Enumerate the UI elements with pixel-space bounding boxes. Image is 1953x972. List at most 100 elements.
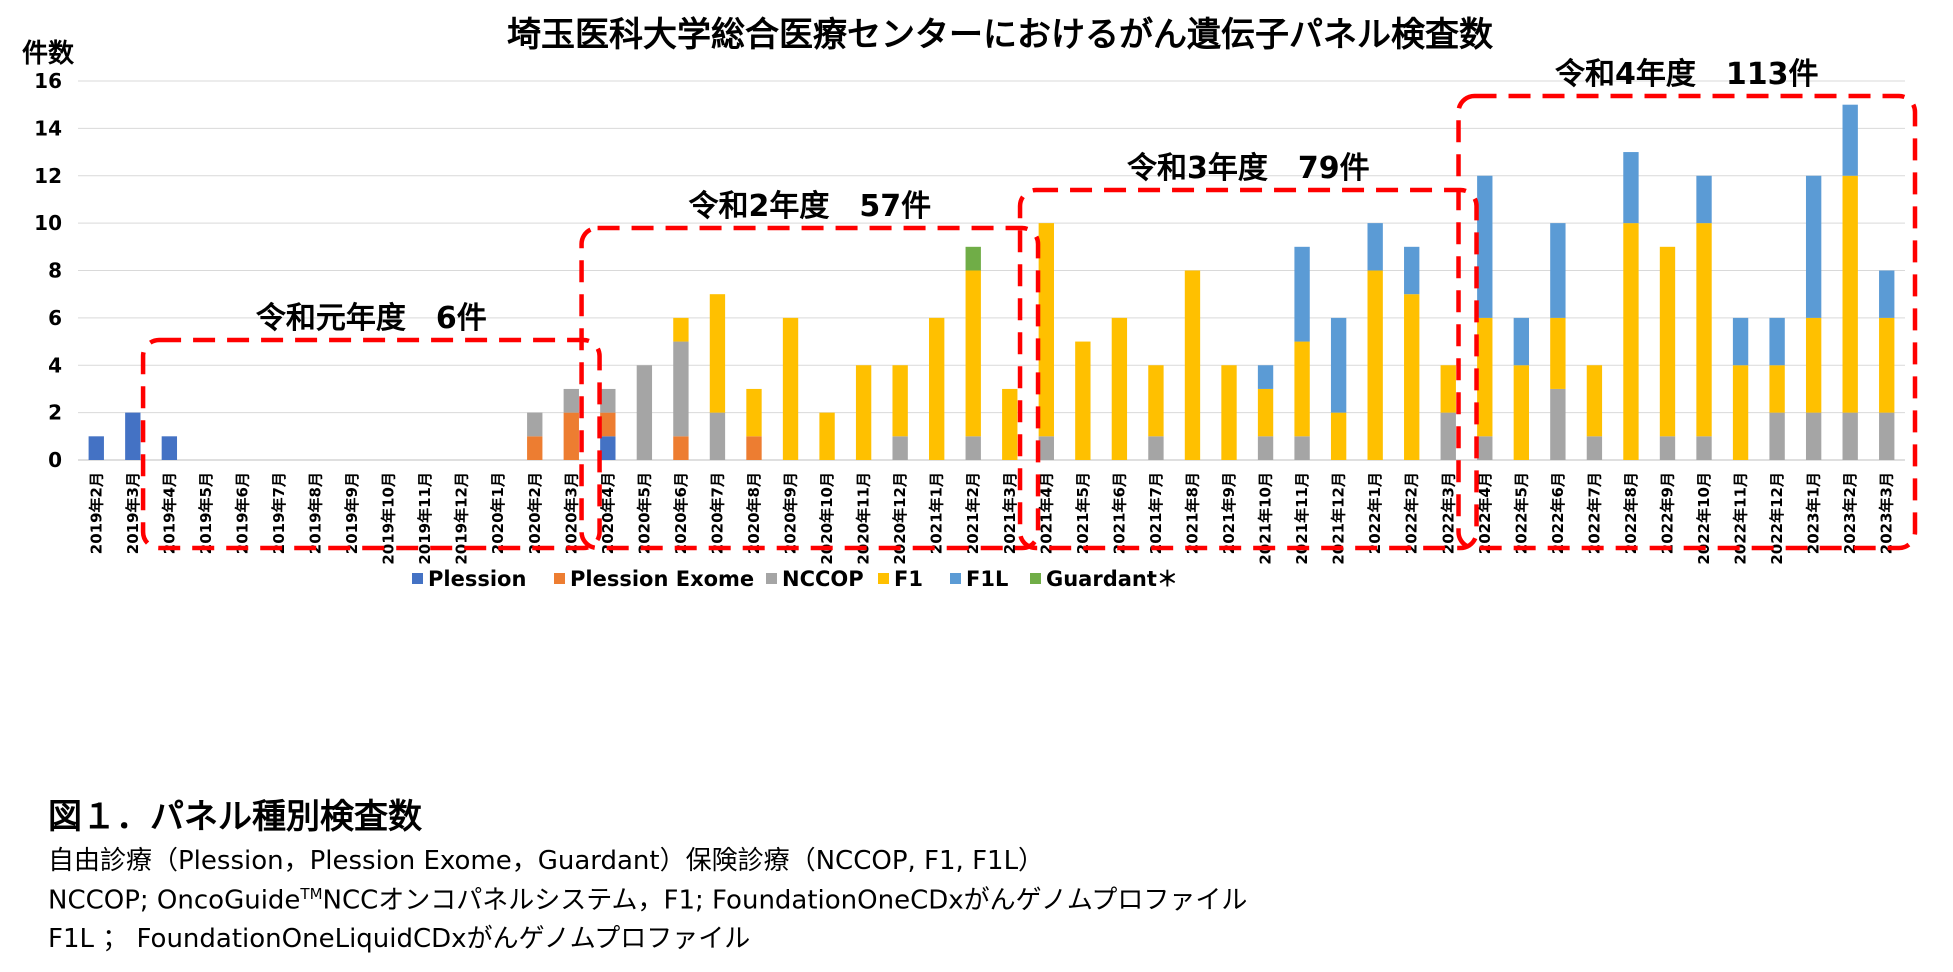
y-tick-label: 12 bbox=[34, 164, 62, 188]
y-tick-label: 4 bbox=[48, 353, 62, 377]
bar-segment-4 bbox=[1696, 223, 1712, 437]
x-tick-label: 2021年6月 bbox=[1110, 472, 1128, 554]
x-tick-label: 2019年4月 bbox=[160, 472, 178, 554]
bar-segment-5 bbox=[1842, 104, 1858, 176]
x-tick-label: 2020年3月 bbox=[562, 472, 580, 554]
bar-segment-4 bbox=[1257, 388, 1274, 437]
bar-segment-4 bbox=[1148, 365, 1164, 437]
bar-segment-3 bbox=[1477, 436, 1493, 460]
x-axis-ticks: 2019年2月 2019年3月 2019年4月 2019年5月 2019年6月 2019年… bbox=[87, 472, 1895, 565]
x-tick-label: 2022年9月 bbox=[1658, 472, 1676, 554]
fiscal-year-label: 令和2年度 57件 bbox=[688, 189, 931, 224]
y-axis-label: 件数 bbox=[22, 39, 75, 69]
x-tick-label: 2021年12月 bbox=[1330, 472, 1348, 565]
bar-segment-4 bbox=[1623, 223, 1639, 460]
bar-segment-4 bbox=[1732, 365, 1749, 460]
y-tick-label: 6 bbox=[48, 306, 62, 330]
bar-segment-4 bbox=[1805, 317, 1822, 413]
bar-segment-4 bbox=[929, 317, 945, 460]
x-tick-label: 2020年9月 bbox=[782, 472, 800, 554]
bar-segment-4 bbox=[1038, 223, 1054, 437]
x-tick-label: 2020年2月 bbox=[526, 472, 544, 554]
y-tick-label: 16 bbox=[34, 69, 62, 93]
fiscal-year-box bbox=[1456, 93, 1918, 551]
bar-segment-2 bbox=[600, 412, 616, 437]
bar-segment-3 bbox=[1440, 412, 1456, 460]
bar-segment-3 bbox=[673, 341, 689, 437]
x-tick-label: 2020年5月 bbox=[635, 472, 653, 554]
x-tick-label: 2021年4月 bbox=[1037, 472, 1055, 554]
legend-swatch bbox=[412, 573, 423, 584]
bar-segment-4 bbox=[782, 317, 799, 460]
bar-segment-4 bbox=[1075, 341, 1091, 460]
bar-segment-4 bbox=[965, 270, 981, 437]
bar-segment-3 bbox=[1696, 436, 1712, 460]
fiscal-year-box bbox=[140, 337, 602, 551]
bar-segment-1 bbox=[88, 436, 104, 460]
x-tick-label: 2023年3月 bbox=[1878, 472, 1896, 554]
bar-segment-3 bbox=[563, 388, 579, 413]
bar-segment-2 bbox=[746, 436, 762, 460]
bar-segment-4 bbox=[1477, 317, 1493, 437]
legend-entry: F1 bbox=[894, 567, 923, 591]
bars bbox=[88, 104, 1895, 460]
bar-segment-4 bbox=[819, 412, 835, 460]
bar-segment-5 bbox=[1623, 152, 1639, 224]
y-tick-label: 8 bbox=[48, 259, 62, 283]
x-tick-label: 2020年4月 bbox=[599, 472, 617, 554]
bar-segment-4 bbox=[1221, 365, 1237, 460]
legend-entry: NCCOP bbox=[782, 567, 864, 591]
x-tick-label: 2019年7月 bbox=[270, 472, 288, 554]
x-tick-label: 2020年1月 bbox=[489, 472, 507, 554]
bar-segment-1 bbox=[600, 436, 616, 460]
x-tick-label: 2021年9月 bbox=[1220, 472, 1238, 554]
caption-line-2-prefix: NCCOP; OncoGuide bbox=[48, 885, 301, 916]
x-tick-label: 2020年12月 bbox=[891, 472, 909, 565]
bar-segment-5 bbox=[1805, 175, 1822, 318]
x-tick-label: 2022年1月 bbox=[1366, 472, 1384, 554]
x-tick-label: 2019年6月 bbox=[233, 472, 251, 554]
x-tick-label: 2021年3月 bbox=[1001, 472, 1019, 554]
x-tick-label: 2019年5月 bbox=[197, 472, 215, 554]
bar-segment-3 bbox=[600, 388, 616, 413]
x-tick-label: 2022年2月 bbox=[1403, 472, 1421, 554]
legend-entry: Guardant＊ bbox=[1046, 567, 1178, 591]
bar-segment-4 bbox=[1294, 341, 1310, 437]
y-tick-label: 0 bbox=[48, 448, 62, 472]
bar-segment-2 bbox=[527, 436, 543, 460]
bar-segment-5 bbox=[1732, 317, 1749, 366]
x-tick-label: 2022年4月 bbox=[1476, 472, 1494, 554]
fiscal-year-box bbox=[579, 225, 1041, 551]
bar-segment-1 bbox=[125, 412, 141, 460]
x-tick-label: 2020年10月 bbox=[818, 472, 836, 565]
x-tick-label: 2021年11月 bbox=[1293, 472, 1311, 565]
bar-segment-4 bbox=[1550, 317, 1566, 389]
bar-segment-3 bbox=[1842, 412, 1858, 460]
x-tick-label: 2019年12月 bbox=[453, 472, 471, 565]
bar-segment-3 bbox=[1038, 436, 1054, 460]
x-tick-label: 2022年11月 bbox=[1732, 472, 1750, 565]
x-tick-label: 2019年10月 bbox=[380, 472, 398, 565]
bar-segment-3 bbox=[1769, 412, 1785, 460]
x-tick-label: 2019年8月 bbox=[307, 472, 325, 554]
bar-segment-4 bbox=[1769, 365, 1785, 413]
bar-segment-3 bbox=[1879, 412, 1895, 460]
bar-segment-4 bbox=[1330, 412, 1347, 460]
x-tick-label: 2020年8月 bbox=[745, 472, 763, 554]
bar-segment-4 bbox=[1440, 365, 1456, 413]
x-tick-label: 2021年2月 bbox=[964, 472, 982, 554]
stacked-bar-chart: 埼玉医科大学総合医療センターにおけるがん遺伝子パネル検査数 件数 0 2 4 6 8 10… bbox=[22, 15, 1918, 591]
bar-segment-4 bbox=[1513, 365, 1530, 460]
bar-segment-3 bbox=[1586, 436, 1603, 460]
bar-segment-3 bbox=[1805, 412, 1822, 460]
bar-segment-3 bbox=[1257, 436, 1274, 460]
bar-segment-3 bbox=[1148, 436, 1164, 460]
fiscal-year-box bbox=[1017, 187, 1479, 551]
bar-segment-2 bbox=[563, 412, 579, 460]
x-tick-label: 2022年6月 bbox=[1549, 472, 1567, 554]
legend-swatch bbox=[950, 573, 961, 584]
gridlines bbox=[78, 80, 1905, 461]
x-tick-label: 2022年5月 bbox=[1512, 472, 1530, 554]
bar-segment-3 bbox=[965, 436, 981, 460]
caption-line-2: NCCOP; OncoGuideTMNCCオンコパネルシステム，F1; Foun… bbox=[48, 887, 1247, 914]
